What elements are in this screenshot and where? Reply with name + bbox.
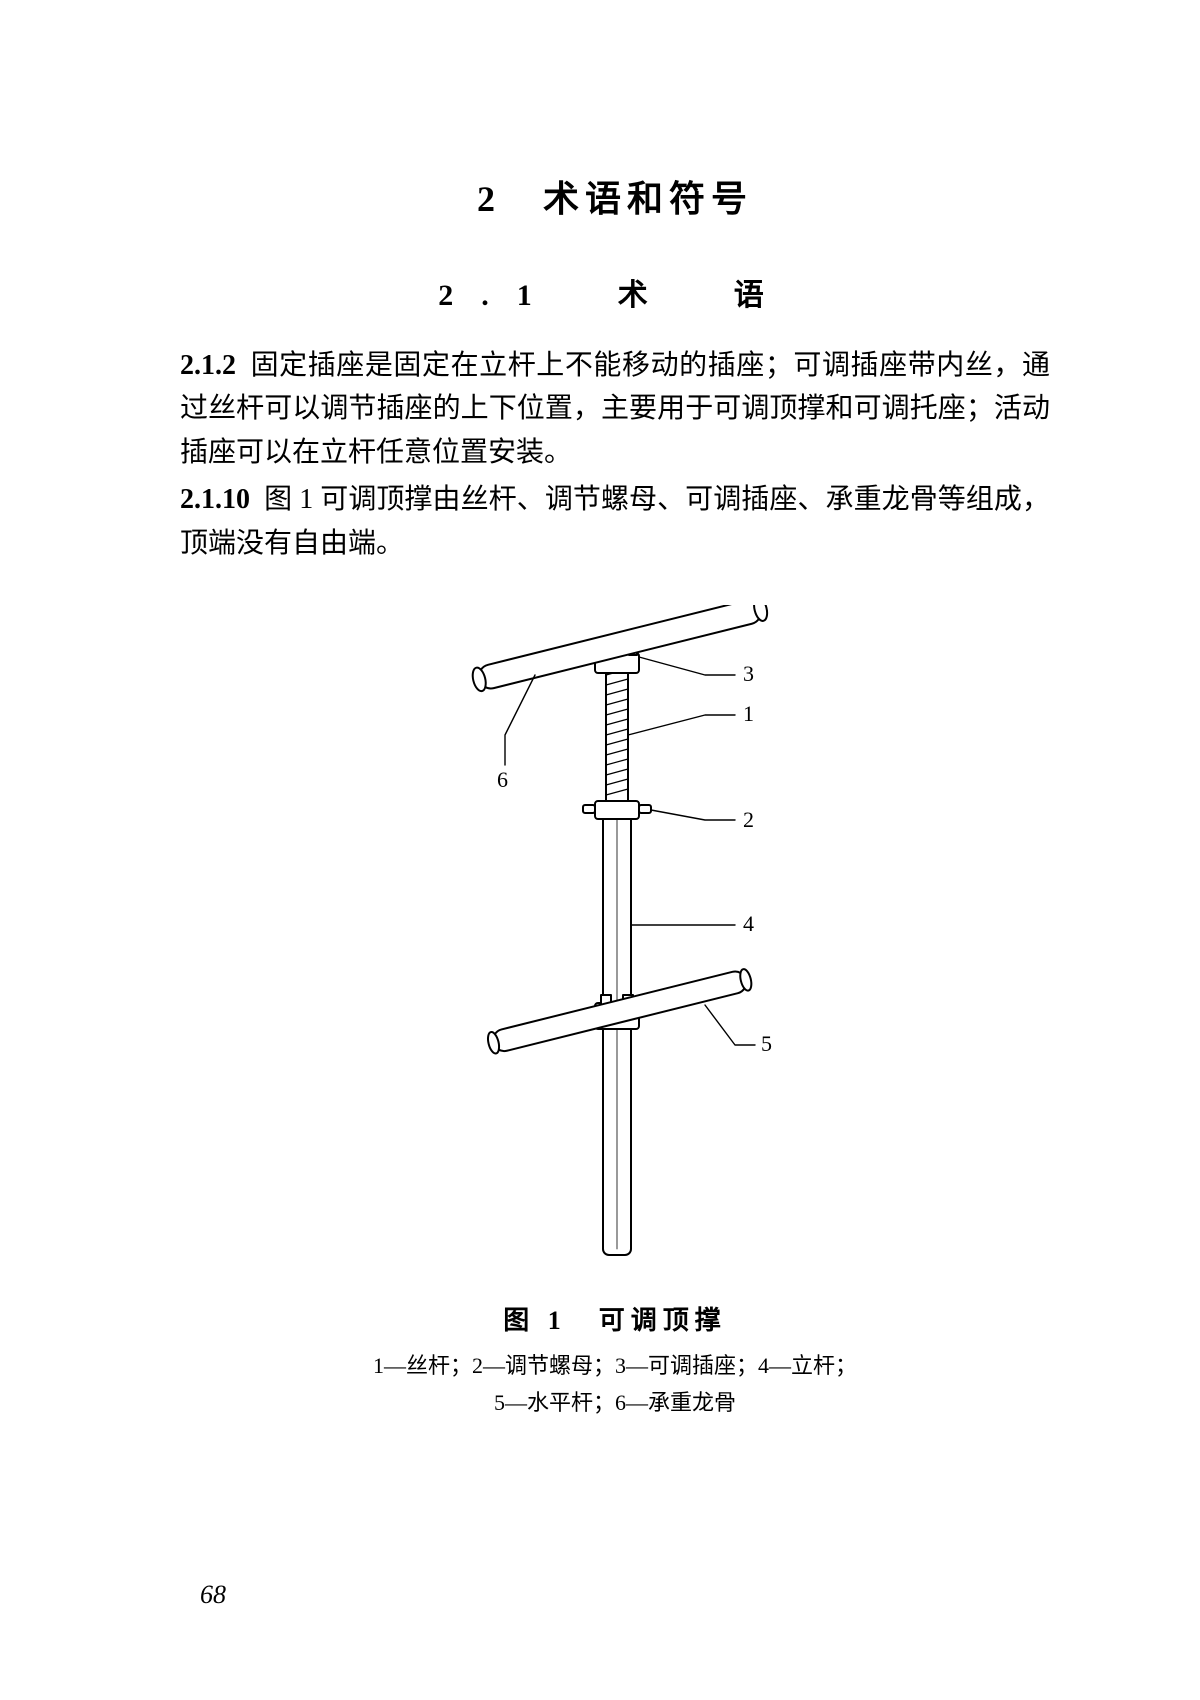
paragraph-body: 图 1 可调顶撑由丝杆、调节螺母、可调插座、承重龙骨等组成，顶端没有自由端。 bbox=[180, 484, 1050, 558]
figure-label-2: 2 bbox=[743, 807, 754, 832]
figure-caption: 图 1 可调顶撑 bbox=[180, 1300, 1050, 1337]
chapter-title: 2 术语和符号 bbox=[180, 170, 1050, 222]
document-page: 2 术语和符号 2.1 术 语 2.1.2固定插座是固定在立杆上不能移动的插座；… bbox=[0, 0, 1200, 1700]
figure-label-3: 3 bbox=[743, 661, 754, 686]
figure-label-6: 6 bbox=[497, 767, 508, 792]
figure-legend-line1: 1—丝杆；2—调节螺母；3—可调插座；4—立杆； bbox=[180, 1347, 1050, 1384]
figure-legend-line2: 5—水平杆；6—承重龙骨 bbox=[180, 1384, 1050, 1421]
section-title: 2.1 术 语 bbox=[180, 270, 1050, 314]
figure-legend: 1—丝杆；2—调节螺母；3—可调插座；4—立杆； 5—水平杆；6—承重龙骨 bbox=[180, 1347, 1050, 1422]
paragraph-2-1-2: 2.1.2固定插座是固定在立杆上不能移动的插座；可调插座带内丝，通过丝杆可以调节… bbox=[180, 344, 1050, 474]
paragraph-2-1-10: 2.1.10图 1 可调顶撑由丝杆、调节螺母、可调插座、承重龙骨等组成，顶端没有… bbox=[180, 478, 1050, 565]
paragraph-number: 2.1.10 bbox=[180, 484, 250, 515]
figure-label-5: 5 bbox=[761, 1031, 772, 1056]
paragraph-body: 固定插座是固定在立杆上不能移动的插座；可调插座带内丝，通过丝杆可以调节插座的上下… bbox=[180, 350, 1050, 468]
figure-label-4: 4 bbox=[743, 911, 754, 936]
figure-1-drawing: 3 1 2 4 5 6 bbox=[405, 605, 825, 1280]
figure-1: 3 1 2 4 5 6 图 1 可调顶撑 1—丝杆；2—调节螺母；3—可调插座；… bbox=[180, 605, 1050, 1422]
figure-label-1: 1 bbox=[743, 701, 754, 726]
page-number: 68 bbox=[200, 1580, 226, 1610]
paragraph-number: 2.1.2 bbox=[180, 350, 236, 381]
